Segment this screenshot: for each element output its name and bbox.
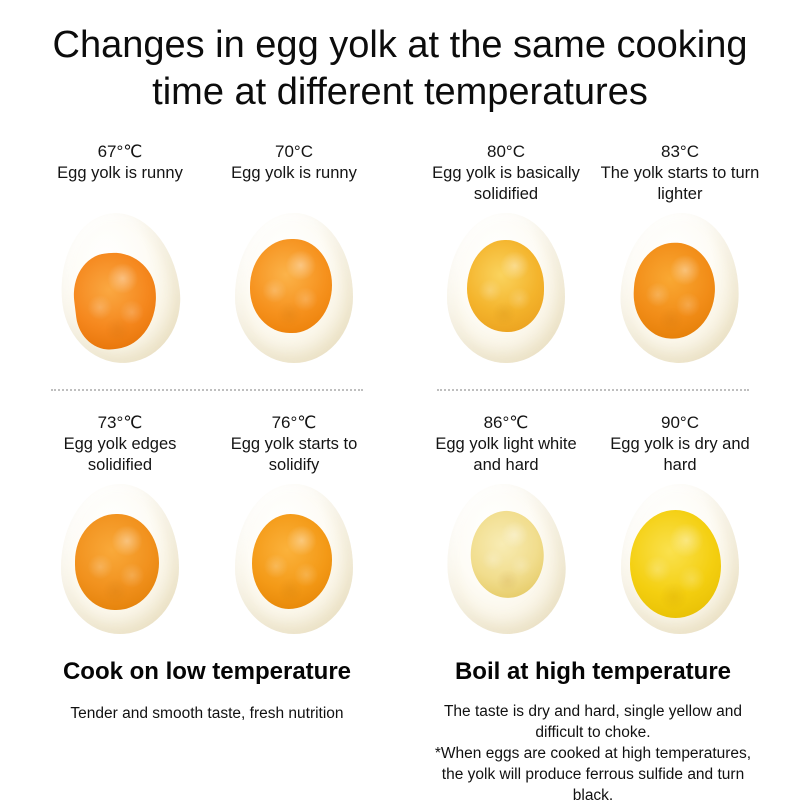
egg-image-67c <box>52 206 188 370</box>
egg-cell-83c: 83°C The yolk starts to turn lighter <box>597 140 763 366</box>
egg-yolk-76c <box>251 514 332 609</box>
temp-label-86c: 86°℃ <box>483 413 529 432</box>
desc-label-76c: Egg yolk starts to solidify <box>230 435 358 474</box>
desc-label-73c: Egg yolk edges solidified <box>63 435 177 474</box>
egg-cell-80c: 80°C Egg yolk is basically solidified <box>423 140 589 363</box>
egg-image-90c <box>621 484 739 634</box>
high-temp-description-line1: The taste is dry and hard, single yellow… <box>443 703 743 741</box>
desc-label-83c: The yolk starts to turn lighter <box>600 164 760 203</box>
egg-yolk-86c <box>467 508 547 601</box>
infographic-title: Changes in egg yolk at the same cooking … <box>52 24 748 113</box>
egg-image-86c <box>441 480 571 638</box>
desc-label-70c: Egg yolk is runny <box>231 164 357 182</box>
egg-cell-76c: 76°℃ Egg yolk starts to solidify <box>211 411 377 634</box>
egg-yolk-80c <box>467 240 544 332</box>
high-temp-heading: Boil at high temperature <box>454 658 732 685</box>
egg-image-73c <box>61 484 179 634</box>
desc-label-67c: Egg yolk is runny <box>57 164 183 182</box>
egg-grid: 67°℃ Egg yolk is runny 70°C Egg yolk is … <box>0 140 800 638</box>
footer-high-temperature: Boil at high temperature The taste is dr… <box>423 658 763 800</box>
footer-low-temperature: Cook on low temperature Tender and smoot… <box>37 658 377 800</box>
low-temp-heading: Cook on low temperature <box>62 658 352 685</box>
dotted-divider-high <box>437 389 749 391</box>
egg-image-83c <box>617 210 743 366</box>
high-temp-description: The taste is dry and hard, single yellow… <box>431 701 755 800</box>
desc-label-86c: Egg yolk light white and hard <box>435 435 577 474</box>
desc-label-80c: Egg yolk is basically solidified <box>432 164 580 203</box>
egg-yolk-70c <box>250 238 333 333</box>
footer: Cook on low temperature Tender and smoot… <box>0 658 800 800</box>
egg-image-80c <box>447 213 565 363</box>
egg-yolk-90c <box>630 509 722 618</box>
temp-label-76c: 76°℃ <box>271 413 317 432</box>
desc-label-90c: Egg yolk is dry and hard <box>610 435 750 474</box>
egg-cell-70c: 70°C Egg yolk is runny <box>211 140 377 363</box>
egg-cell-90c: 90°C Egg yolk is dry and hard <box>597 411 763 634</box>
high-temperature-group: 80°C Egg yolk is basically solidified 83… <box>423 140 763 638</box>
temp-label-90c: 90°C <box>661 413 699 432</box>
egg-cell-73c: 73°℃ Egg yolk edges solidified <box>37 411 203 634</box>
low-temperature-group: 67°℃ Egg yolk is runny 70°C Egg yolk is … <box>37 140 377 634</box>
high-temp-footnote: *When eggs are cooked at high temperatur… <box>434 745 752 800</box>
temp-label-67c: 67°℃ <box>97 142 143 161</box>
egg-cell-86c: 86°℃ Egg yolk light white and hard <box>423 411 589 638</box>
egg-image-70c <box>235 213 353 363</box>
temp-label-73c: 73°℃ <box>97 413 143 432</box>
temp-label-70c: 70°C <box>275 142 313 161</box>
low-temp-description: Tender and smooth taste, fresh nutrition <box>70 705 344 722</box>
egg-image-76c <box>235 484 353 634</box>
dotted-divider-low <box>51 389 363 391</box>
egg-cell-67c: 67°℃ Egg yolk is runny <box>37 140 203 370</box>
egg-yolk-73c <box>75 514 159 610</box>
egg-yolk-67c <box>68 247 163 354</box>
temp-label-80c: 80°C <box>487 142 525 161</box>
egg-yolk-83c <box>631 240 718 341</box>
temp-label-83c: 83°C <box>661 142 699 161</box>
